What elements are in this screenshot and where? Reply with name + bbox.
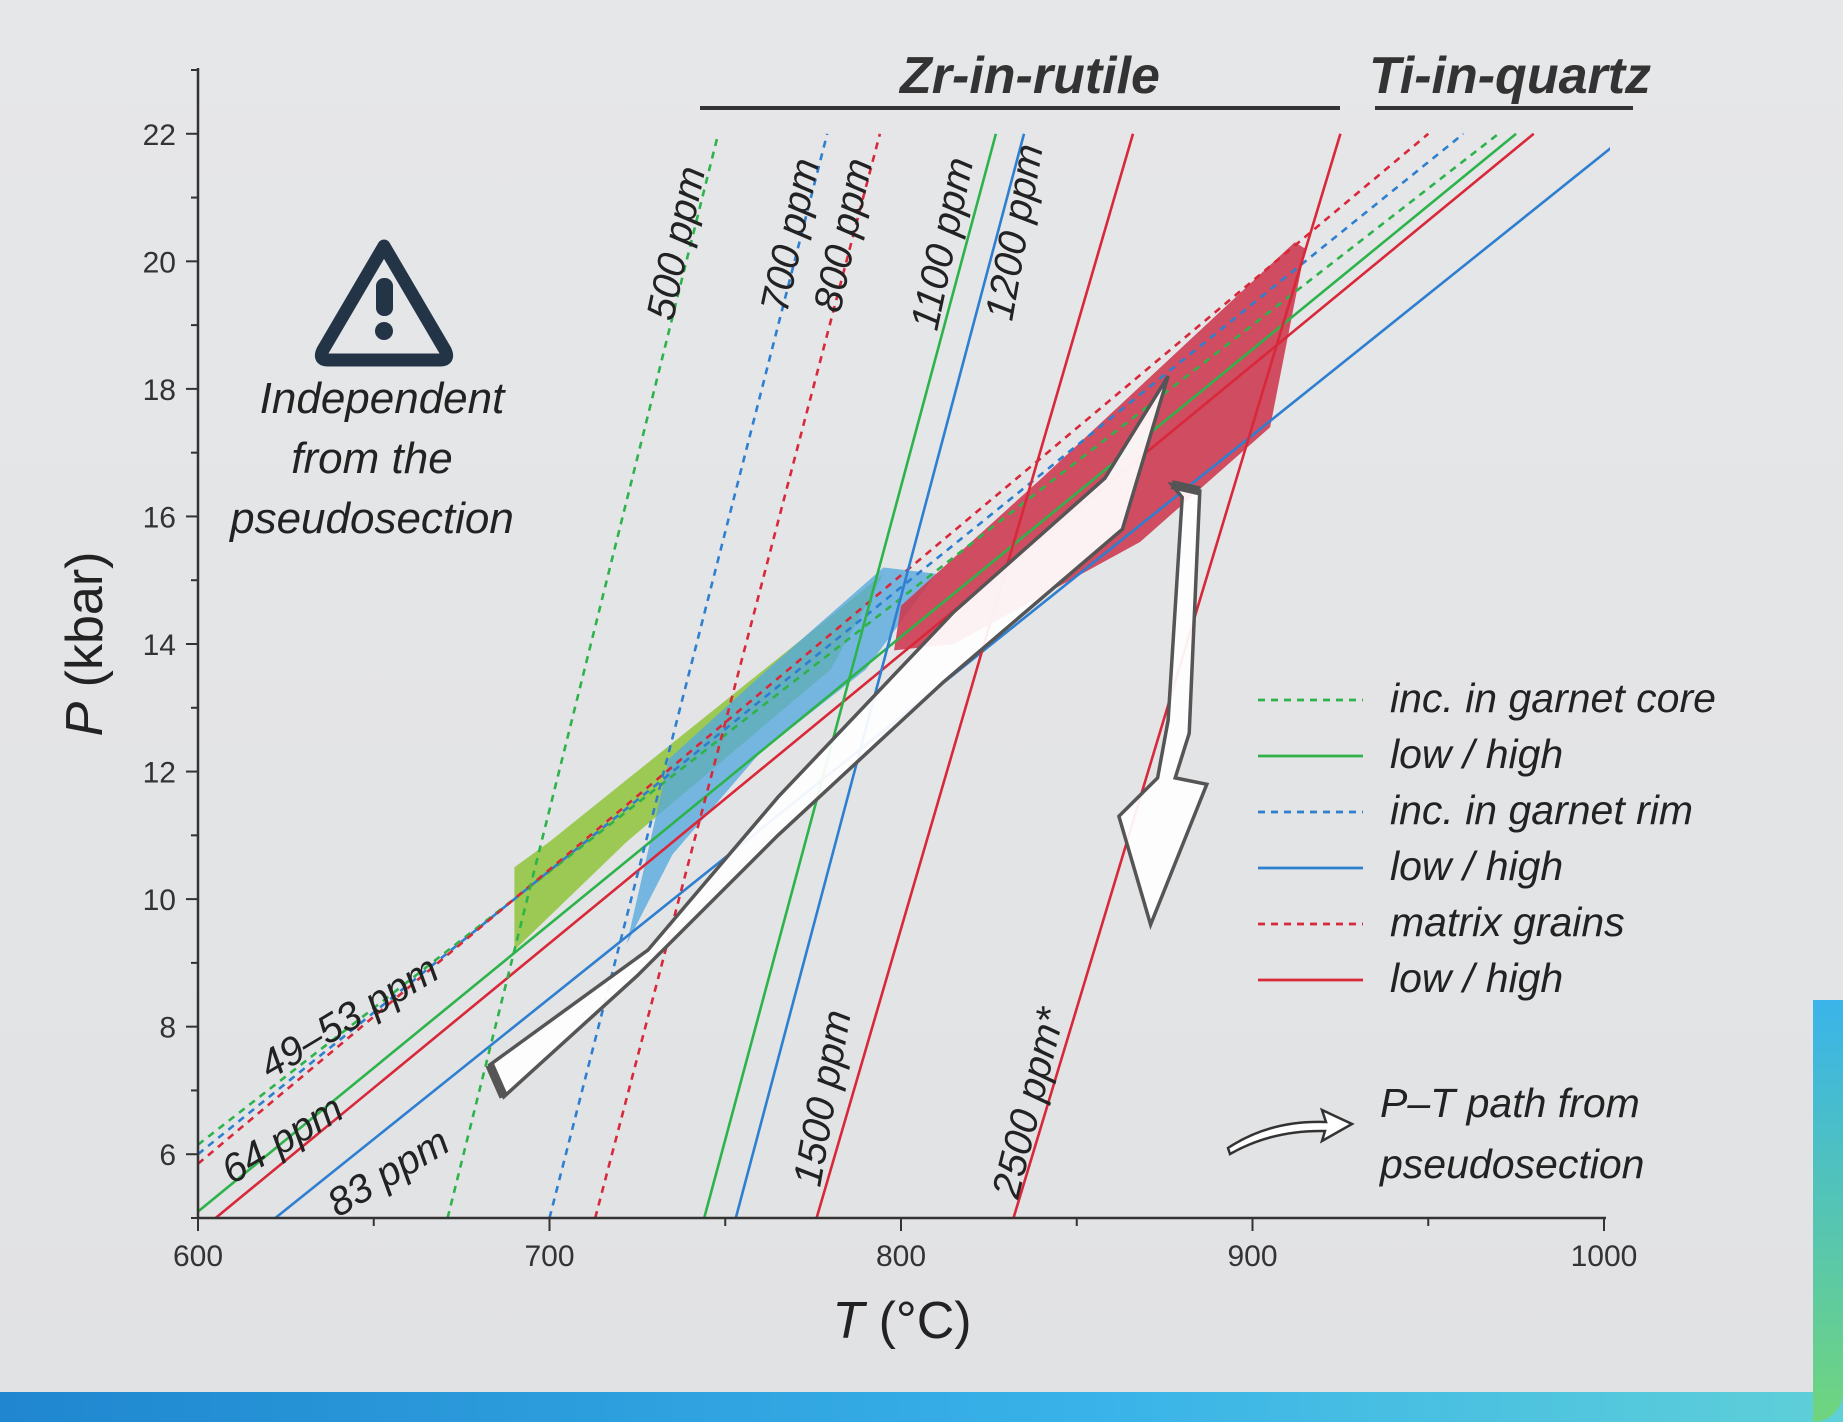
x-tick-label-800: 800 xyxy=(876,1240,926,1273)
prograde-path-arrow xyxy=(487,375,1170,1100)
retrograde-path-tail xyxy=(1170,480,1201,496)
x-tick-label-1000: 1000 xyxy=(1571,1240,1638,1273)
y-tick-label-8: 8 xyxy=(159,1012,176,1045)
x-tick-label-900: 900 xyxy=(1227,1240,1277,1273)
y-tick-label-18: 18 xyxy=(143,374,176,407)
legend: inc. in garnet core low / high inc. in gar… xyxy=(1258,675,1716,1001)
x-tick-label-700: 700 xyxy=(524,1240,574,1273)
isopleth-line-zr-8 xyxy=(593,133,882,1218)
zr-label-500: 500 ppm xyxy=(639,162,714,323)
y-tick-label-6: 6 xyxy=(159,1139,176,1172)
isopleth-lines-layer xyxy=(198,132,1610,1218)
y-axis-label: P (kbar) xyxy=(56,552,114,737)
y-tick-label-16: 16 xyxy=(143,501,176,534)
zr-label-1100: 1100 ppm xyxy=(903,154,982,334)
independent-note-line2: from the xyxy=(291,434,452,483)
y-tick-label-10: 10 xyxy=(143,884,176,917)
legend-label-4: matrix grains xyxy=(1390,899,1625,945)
pt-path-layer xyxy=(485,375,1210,1100)
ti-label-83: 83 ppm xyxy=(320,1119,457,1225)
isopleth-line-ti-4 xyxy=(214,132,1535,1218)
legend-label-0: inc. in garnet core xyxy=(1390,675,1716,721)
zr-label-1200: 1200 ppm xyxy=(978,141,1052,324)
pt-path-legend: P–T path from pseudosection xyxy=(1226,1080,1644,1187)
ti-label-49-53: 49–53 ppm xyxy=(252,947,446,1088)
axes-layer: 6 8 10 12 14 16 18 20 22 600 700 800 900 1000 T (°C) P … xyxy=(56,68,1637,1350)
isopleth-line-ti-0 xyxy=(198,132,1500,1146)
bottom-accent-band xyxy=(0,1392,1843,1422)
y-tick-label-12: 12 xyxy=(143,757,176,790)
legend-label-2: inc. in garnet rim xyxy=(1390,787,1693,833)
x-tick-label-600: 600 xyxy=(173,1240,223,1273)
independent-note-line3: pseudosection xyxy=(228,494,514,543)
retrograde-path-arrow xyxy=(1116,481,1210,930)
isopleth-line-zr-10 xyxy=(734,133,1026,1218)
zr-header: Zr-in-rutile xyxy=(898,47,1160,105)
legend-label-1: low / high xyxy=(1390,731,1563,777)
isopleth-line-ti-1 xyxy=(198,132,1465,1156)
x-axis-label: T (°C) xyxy=(832,1292,971,1350)
zr-label-1500: 1500 ppm xyxy=(786,1007,860,1190)
pt-path-legend-arrow-icon xyxy=(1226,1107,1355,1156)
y-tick-label-14: 14 xyxy=(143,629,176,662)
zr-label-2500: 2500 ppm* xyxy=(984,1002,1074,1203)
pt-path-legend-line2: pseudosection xyxy=(1378,1141,1644,1187)
prograde-path-tail xyxy=(485,1063,508,1099)
y-tick-label-20: 20 xyxy=(143,246,176,279)
isopleth-line-zr-7 xyxy=(548,133,829,1218)
legend-label-3: low / high xyxy=(1390,843,1563,889)
right-accent-band xyxy=(1813,1000,1843,1422)
legend-label-5: low / high xyxy=(1390,955,1563,1001)
ti-label-64: 64 ppm xyxy=(214,1086,351,1192)
independent-note-line1: Independent xyxy=(260,374,506,423)
stable-region-2 xyxy=(894,242,1306,651)
isopleth-line-zr-11 xyxy=(815,133,1135,1218)
pt-path-legend-line1: P–T path from xyxy=(1380,1080,1640,1126)
isopleth-line-zr-6 xyxy=(446,133,720,1218)
isopleth-line-ti-3 xyxy=(198,132,1517,1213)
warning-icon xyxy=(314,239,454,367)
isopleth-line-zr-9 xyxy=(702,133,998,1218)
stable-region-1 xyxy=(626,567,937,944)
ti-header: Ti-in-quartz xyxy=(1369,47,1651,105)
y-tick-label-22: 22 xyxy=(143,119,176,152)
